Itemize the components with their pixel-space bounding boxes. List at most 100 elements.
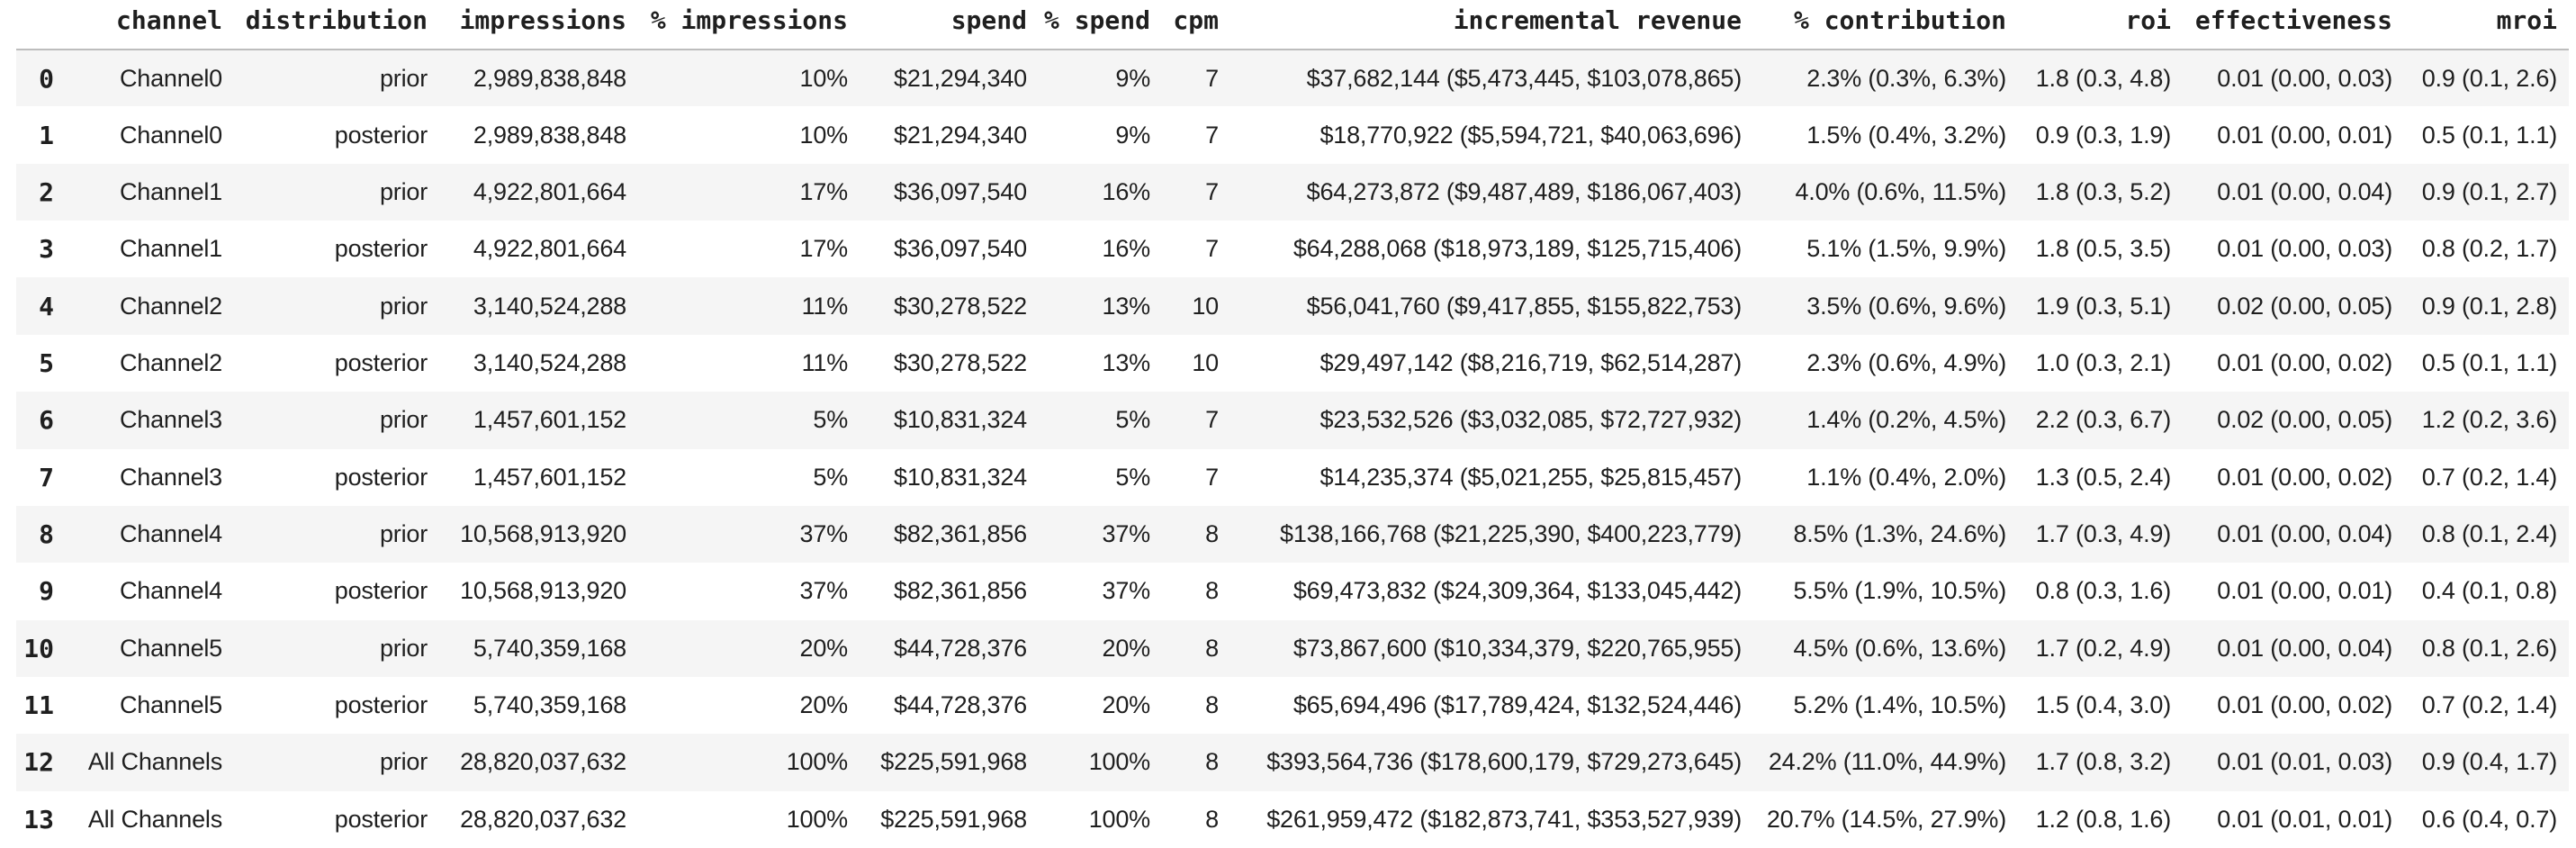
table-cell: 5,740,359,168	[473, 634, 626, 662]
table-cell: $10,831,324	[894, 406, 1027, 434]
table-cell: 3,140,524,288	[473, 292, 626, 320]
row-index-cell: 11	[23, 690, 54, 721]
table-cell: 1.5 (0.4, 3.0)	[2035, 691, 2171, 719]
table-cell: 0.01 (0.01, 0.03)	[2217, 748, 2392, 776]
table-cell: posterior	[334, 348, 428, 376]
table-cell: 0.9 (0.1, 2.6)	[2421, 64, 2557, 92]
row-index-cell: 5	[39, 347, 54, 378]
table-header: channel distribution impressions % impre…	[16, 0, 2569, 50]
table-cell: Channel2	[120, 292, 222, 320]
table-cell: 0.7 (0.2, 1.4)	[2421, 691, 2557, 719]
table-cell: $44,728,376	[894, 634, 1027, 662]
media-summary-table: channel distribution impressions % impre…	[16, 0, 2569, 848]
table-cell: 1.0 (0.3, 2.1)	[2035, 348, 2171, 376]
table-row: 12 All Channels prior 28,820,037,632 100% $22…	[16, 734, 2569, 791]
table-cell: posterior	[334, 235, 428, 263]
table-cell: $82,361,856	[894, 520, 1027, 548]
table-row: 3 Channel1 posterior 4,922,801,664 17% $36,09…	[16, 221, 2569, 277]
table-cell: $14,235,374 ($5,021,255, $25,815,457)	[1320, 463, 1742, 491]
table-cell: $64,273,872 ($9,487,489, $186,067,403)	[1306, 177, 1743, 205]
table-cell: 8	[1205, 691, 1219, 719]
table-cell: $73,867,600 ($10,334,379, $220,765,955)	[1293, 634, 1742, 662]
table-cell: posterior	[334, 577, 428, 605]
table-cell: 17%	[799, 235, 849, 263]
row-index-cell: 3	[39, 234, 54, 265]
table-cell: 5,740,359,168	[473, 691, 626, 719]
table-cell: 2.3% (0.6%, 4.9%)	[1806, 348, 2006, 376]
table-cell: posterior	[334, 691, 428, 719]
row-index-cell: 4	[39, 291, 54, 321]
table-cell: 20%	[799, 691, 849, 719]
table-cell: 9%	[1115, 121, 1150, 149]
table-cell: $138,166,768 ($21,225,390, $400,223,779)	[1280, 520, 1742, 548]
table-cell: 1,457,601,152	[473, 406, 626, 434]
column-header-pct-spend: % spend	[1039, 0, 1162, 50]
table-body: 0 Channel0 prior 2,989,838,848 10% $21,294,34…	[16, 50, 2569, 848]
table-cell: 100%	[1088, 748, 1150, 776]
row-index-cell: 7	[39, 462, 54, 492]
table-cell: 1.7 (0.3, 4.9)	[2035, 520, 2171, 548]
table-cell: 5%	[1115, 406, 1150, 434]
table-cell: prior	[379, 520, 428, 548]
table-cell: 10%	[799, 64, 849, 92]
table-cell: 11%	[801, 292, 849, 320]
column-header-mroi: mroi	[2404, 0, 2569, 50]
table-cell: $225,591,968	[880, 748, 1027, 776]
column-header-index	[16, 0, 66, 50]
table-cell: 1.5% (0.4%, 3.2%)	[1806, 121, 2006, 149]
table-cell: $36,097,540	[894, 235, 1027, 263]
table-cell: 5%	[813, 463, 848, 491]
table-cell: prior	[379, 64, 428, 92]
table-cell: Channel2	[120, 348, 222, 376]
table-cell: 20%	[1102, 691, 1151, 719]
row-index-cell: 12	[23, 747, 54, 778]
table-cell: $225,591,968	[880, 805, 1027, 833]
column-header-cpm: cpm	[1162, 0, 1230, 50]
table-cell: 0.8 (0.1, 2.4)	[2421, 520, 2557, 548]
table-cell: 37%	[1102, 577, 1151, 605]
table-cell: $261,959,472 ($182,873,741, $353,527,939…	[1266, 805, 1742, 833]
column-header-pct-contribution: % contribution	[1753, 0, 2018, 50]
table-cell: $44,728,376	[894, 691, 1027, 719]
table-cell: 0.01 (0.00, 0.03)	[2217, 64, 2392, 92]
table-cell: $21,294,340	[894, 121, 1027, 149]
table-cell: $10,831,324	[894, 463, 1027, 491]
table-cell: 100%	[1088, 805, 1150, 833]
table-cell: 1.4% (0.2%, 4.5%)	[1806, 406, 2006, 434]
table-cell: 20%	[799, 634, 849, 662]
table-cell: 0.01 (0.00, 0.02)	[2217, 691, 2392, 719]
column-header-channel: channel	[66, 0, 234, 50]
table-cell: $69,473,832 ($24,309,364, $133,045,442)	[1293, 577, 1742, 605]
table-cell: 20%	[1102, 634, 1151, 662]
table-cell: 1.7 (0.2, 4.9)	[2035, 634, 2171, 662]
table-cell: 16%	[1102, 235, 1151, 263]
table-cell: 0.01 (0.00, 0.04)	[2217, 177, 2392, 205]
table-cell: 3,140,524,288	[473, 348, 626, 376]
table-cell: 5%	[813, 406, 848, 434]
column-header-pct-impressions: % impressions	[638, 0, 860, 50]
table-cell: 0.02 (0.00, 0.05)	[2217, 292, 2392, 320]
table-cell: 0.9 (0.3, 1.9)	[2035, 121, 2171, 149]
table-cell: prior	[379, 748, 428, 776]
row-index-cell: 6	[39, 405, 54, 436]
table-cell: Channel1	[120, 177, 222, 205]
table-cell: 17%	[799, 177, 849, 205]
table-cell: $56,041,760 ($9,417,855, $155,822,753)	[1306, 292, 1743, 320]
header-row: channel distribution impressions % impre…	[16, 0, 2569, 50]
table-cell: $29,497,142 ($8,216,719, $62,514,287)	[1320, 348, 1742, 376]
table-cell: 5.1% (1.5%, 9.9%)	[1806, 235, 2006, 263]
table-cell: Channel0	[120, 121, 222, 149]
table-cell: 100%	[786, 748, 848, 776]
table-row: 7 Channel3 posterior 1,457,601,152 5% $10,831…	[16, 449, 2569, 506]
table-cell: 0.01 (0.00, 0.03)	[2217, 235, 2392, 263]
row-index-cell: 2	[39, 176, 54, 207]
table-cell: Channel5	[120, 691, 222, 719]
table-cell: 7	[1205, 121, 1219, 149]
column-header-incremental-revenue: incremental revenue	[1230, 0, 1753, 50]
row-index-cell: 10	[23, 633, 54, 663]
table-cell: 37%	[799, 577, 849, 605]
table-cell: 37%	[1102, 520, 1151, 548]
table-cell: $393,564,736 ($178,600,179, $729,273,645…	[1266, 748, 1742, 776]
table-cell: 7	[1205, 177, 1219, 205]
table-cell: 0.01 (0.00, 0.02)	[2217, 463, 2392, 491]
